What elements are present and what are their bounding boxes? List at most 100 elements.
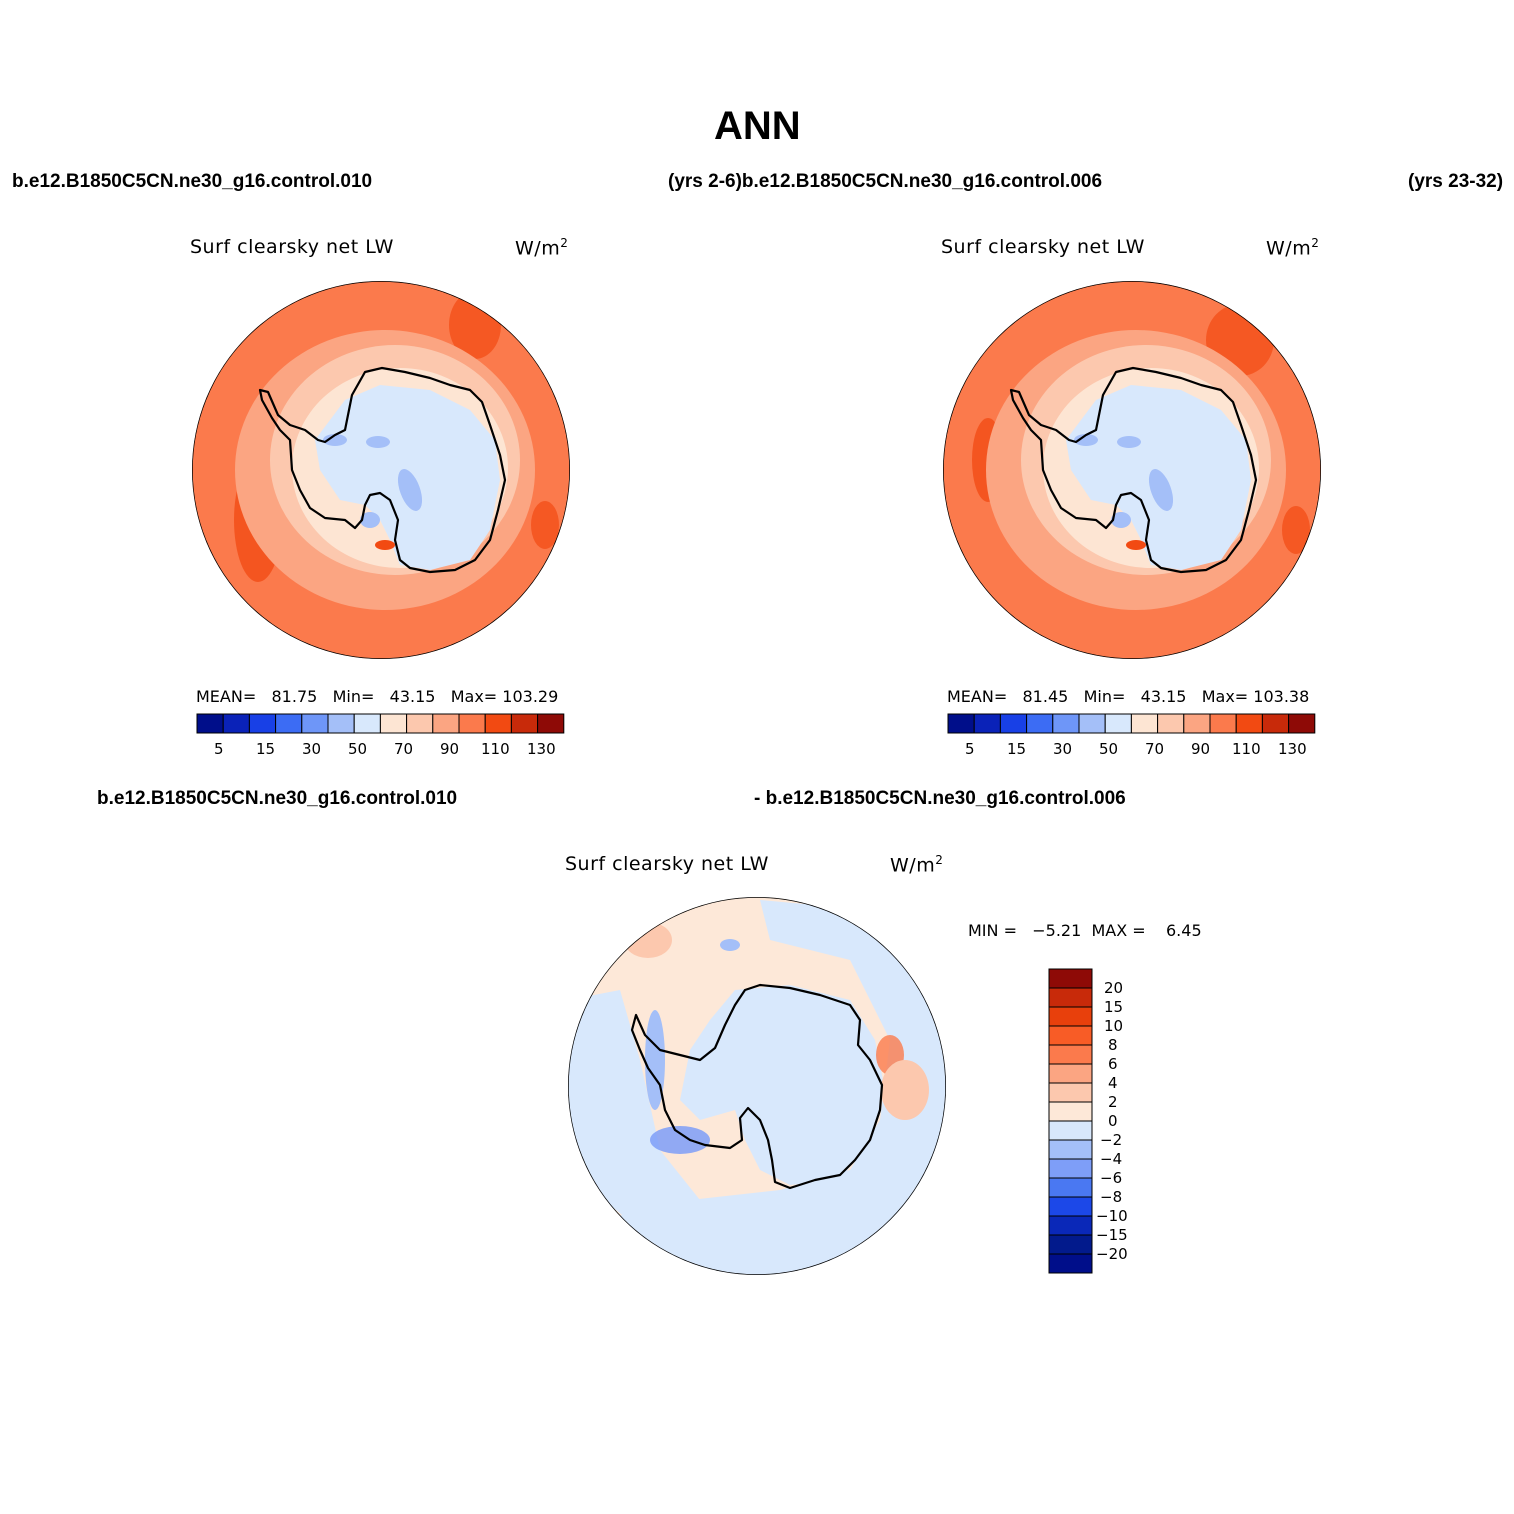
colorbar-swatch <box>1048 1215 1093 1236</box>
panel2-min: 43.15 <box>1140 687 1187 706</box>
colorbar-swatch <box>1048 1234 1093 1255</box>
colorbar-swatch <box>301 713 329 734</box>
colorbar3-tick: −10 <box>1096 1207 1128 1225</box>
panel3-stats: MIN = −5.21 MAX = 6.45 <box>968 921 1202 940</box>
years-label-top-right: (yrs 23-32) <box>1408 171 1504 192</box>
colorbar3-tick: 8 <box>1108 1036 1118 1054</box>
colorbar3-tick: −6 <box>1100 1169 1123 1187</box>
colorbar-swatch <box>458 713 486 734</box>
colorbar-swatch <box>1048 1139 1093 1160</box>
colorbar-swatch <box>1209 713 1237 734</box>
colorbar-swatch <box>1048 1063 1093 1084</box>
panel1-mean: 81.75 <box>271 687 318 706</box>
case-label-top-mid: (yrs 2-6)b.e12.B1850C5CN.ne30_g16.contro… <box>668 171 1103 192</box>
panel2-variable: Surf clearsky net LW <box>941 236 1145 258</box>
colorbar-swatch <box>1157 713 1185 734</box>
colorbar-swatch <box>248 713 277 734</box>
case-label-diff-left: b.e12.B1850C5CN.ne30_g16.control.010 <box>97 788 458 809</box>
colorbar3-tick: 6 <box>1108 1055 1118 1073</box>
colorbar-swatch <box>1078 713 1106 734</box>
colorbar1-tick: 70 <box>394 740 414 758</box>
colorbar1-tick: 90 <box>440 740 460 758</box>
colorbar3-tick: −2 <box>1100 1131 1123 1149</box>
colorbar-swatch <box>327 713 355 734</box>
colorbar-swatch <box>222 713 250 734</box>
colorbar3-tick: 0 <box>1108 1112 1118 1130</box>
colorbar-swatch <box>275 713 303 734</box>
colorbar-panel3 <box>1048 968 1093 1274</box>
colorbar3-tick: 15 <box>1104 998 1124 1016</box>
panel1-units: W/m2 <box>515 236 569 260</box>
panel2-mean: 81.45 <box>1022 687 1069 706</box>
panel2-units: W/m2 <box>1266 236 1320 260</box>
colorbar-panel2 <box>947 713 1316 734</box>
panel2-min-label: Min= <box>1083 687 1126 706</box>
colorbar1-tick: 110 <box>481 740 510 758</box>
colorbar-swatch <box>1026 713 1054 734</box>
panel3-max: 6.45 <box>1166 921 1202 940</box>
colorbar-swatch <box>353 713 381 734</box>
map-panel2 <box>943 281 1321 659</box>
colorbar-swatch <box>999 713 1028 734</box>
panel1-max: 103.29 <box>502 687 559 706</box>
colorbar-swatch <box>1048 1120 1093 1141</box>
colorbar3-tick: −8 <box>1100 1188 1123 1206</box>
colorbar2-tick: 110 <box>1232 740 1261 758</box>
panel1-mean-label: MEAN= <box>196 687 257 706</box>
colorbar-swatch <box>1048 1158 1093 1179</box>
case-label-diff-right: - b.e12.B1850C5CN.ne30_g16.control.006 <box>754 788 1126 809</box>
panel1-max-label: Max= <box>450 687 498 706</box>
colorbar-swatch <box>1048 968 1093 989</box>
panel1-min: 43.15 <box>389 687 436 706</box>
colorbar3-tick: 4 <box>1108 1074 1118 1092</box>
colorbar-swatch <box>1261 713 1290 734</box>
panel3-variable: Surf clearsky net LW <box>565 853 769 875</box>
colorbar-swatch <box>1048 1101 1093 1122</box>
panel3-min-label: MIN = <box>968 921 1017 940</box>
colorbar-swatch <box>947 713 975 734</box>
colorbar2-tick: 15 <box>1007 740 1027 758</box>
colorbar-swatch <box>1104 713 1132 734</box>
colorbar3-tick: 10 <box>1104 1017 1124 1035</box>
panel3-max-label: MAX = <box>1091 921 1146 940</box>
panel1-variable: Surf clearsky net LW <box>190 236 394 258</box>
panel1-stats: MEAN= 81.75 Min= 43.15 Max= 103.29 <box>196 687 558 706</box>
colorbar2-tick: 70 <box>1145 740 1165 758</box>
colorbar-swatch <box>1048 1177 1093 1198</box>
colorbar2-tick: 90 <box>1191 740 1211 758</box>
colorbar3-tick: −20 <box>1096 1245 1128 1263</box>
colorbar-panel1 <box>196 713 565 734</box>
colorbar-swatch <box>1183 713 1211 734</box>
colorbar2-tick: 30 <box>1053 740 1073 758</box>
colorbar1-tick: 50 <box>348 740 368 758</box>
colorbar3-tick: 20 <box>1104 979 1124 997</box>
colorbar2-tick: 130 <box>1278 740 1307 758</box>
colorbar-swatch <box>1048 1196 1093 1217</box>
colorbar-swatch <box>1048 987 1093 1008</box>
colorbar3-tick: −4 <box>1100 1150 1123 1168</box>
colorbar-swatch <box>1288 713 1316 734</box>
colorbar-swatch <box>1048 1025 1093 1046</box>
colorbar-swatch <box>432 713 460 734</box>
colorbar-swatch <box>406 713 434 734</box>
colorbar1-tick: 5 <box>214 740 224 758</box>
colorbar-swatch <box>1048 1006 1093 1027</box>
colorbar-swatch <box>537 713 565 734</box>
case-label-top-left: b.e12.B1850C5CN.ne30_g16.control.010 <box>12 171 373 192</box>
colorbar1-tick: 30 <box>302 740 322 758</box>
colorbar1-tick: 130 <box>527 740 556 758</box>
colorbar-swatch <box>1048 1044 1093 1065</box>
colorbar-swatch <box>1052 713 1080 734</box>
colorbar2-tick: 5 <box>965 740 975 758</box>
colorbar-swatch <box>1048 1082 1093 1103</box>
colorbar-swatch <box>1235 713 1263 734</box>
colorbar3-tick: 2 <box>1108 1093 1118 1111</box>
panel2-stats: MEAN= 81.45 Min= 43.15 Max= 103.38 <box>947 687 1309 706</box>
panel1-min-label: Min= <box>332 687 375 706</box>
colorbar-swatch <box>1130 713 1159 734</box>
panel2-max-label: Max= <box>1201 687 1249 706</box>
colorbar-swatch <box>1048 1253 1093 1274</box>
colorbar1-tick: 15 <box>256 740 276 758</box>
colorbar-swatch <box>973 713 1001 734</box>
panel3-units: W/m2 <box>890 853 944 877</box>
